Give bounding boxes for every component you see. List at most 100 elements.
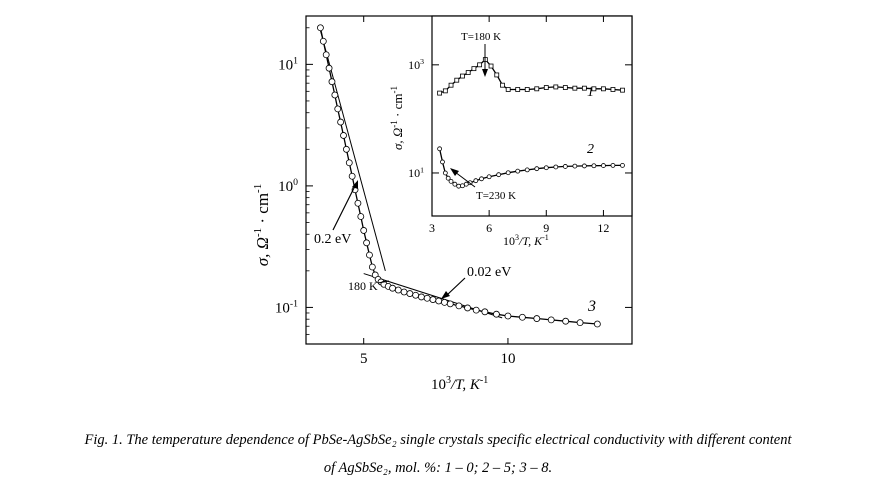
main-series-3-point	[400, 288, 408, 296]
inset-series-1-point	[460, 73, 465, 79]
inset-series-1-point	[524, 87, 530, 92]
inset-annotation-t230k-arrowhead	[450, 168, 459, 176]
annotation-180k-arrow-line	[377, 280, 390, 284]
annotation-0.2ev: 0.2 eV	[314, 232, 351, 247]
inset-series-1-point	[591, 86, 597, 92]
series-label-1: 1	[587, 85, 594, 100]
main-series-3-point	[423, 294, 431, 302]
inset-series-2-point	[456, 183, 462, 189]
main-series-3-point	[504, 312, 512, 320]
main-series-3-point	[429, 296, 437, 303]
inset-series-1-point	[448, 82, 454, 88]
figure-caption-line-2: of AgSbSe₂, mol. %: 1 – 0; 2 – 5; 3 – 8.	[323, 460, 553, 476]
inset-x-tick-label-2: 9	[543, 221, 549, 235]
annotation-0.02ev-arrow-line	[446, 277, 466, 296]
main-series-3-point	[319, 37, 327, 45]
main-series-3-point	[455, 302, 463, 310]
inset-series-2-point	[448, 178, 454, 184]
inset-annotation-t230k: T=230 K	[476, 190, 516, 202]
main-series-3-point	[389, 284, 396, 292]
main-series-3-point	[325, 64, 333, 72]
inset-series-2-point	[562, 164, 568, 169]
main-series-3-point	[417, 293, 425, 301]
inset-data-points	[437, 57, 625, 189]
inset-series-2-point	[473, 178, 479, 184]
main-x-tick-label-1: 10	[500, 351, 515, 367]
inset-series-2-point	[553, 164, 559, 170]
inset-plot-frame	[431, 15, 633, 217]
inset-series-1-point	[488, 63, 494, 69]
inset-series-1-point	[515, 87, 521, 92]
inset-series-2-point	[572, 163, 578, 169]
main-series-3-point	[533, 315, 541, 322]
main-series-3-point	[472, 306, 480, 314]
main-y-tick-label-2: 101	[278, 56, 298, 74]
figure-caption-line-1: Fig. 1. The temperature dependence of Pb…	[84, 432, 792, 448]
main-series-3-point	[547, 316, 555, 324]
inset-series-2-point	[524, 167, 530, 173]
inset-series-2-point	[442, 170, 448, 176]
series-label-2: 2	[587, 142, 594, 157]
main-y-axis-label: σ, Ω-1 · cm-1	[252, 184, 272, 266]
main-series-3-point	[348, 172, 356, 180]
inset-series-2-point	[610, 163, 616, 168]
main-y-tick-label-1: 100	[278, 177, 298, 195]
inset-series-2-point	[543, 165, 549, 171]
inset-series-1-point	[610, 87, 616, 92]
inset-series-1-point	[620, 87, 625, 93]
inset-series-1-point	[500, 82, 505, 88]
inset-series-2-point	[496, 172, 502, 178]
main-series-3-point	[493, 310, 500, 318]
inset-series-1-point	[534, 86, 540, 92]
main-x-axis-label: 103/T, K-1	[431, 375, 488, 393]
main-series-3-point	[328, 78, 336, 86]
main-series-3-point	[464, 304, 471, 312]
inset-x-tick-label-0: 3	[429, 221, 435, 235]
inset-series-1-point	[581, 85, 587, 91]
inset-series-2-point	[620, 163, 625, 168]
main-series-3-point	[334, 105, 342, 113]
inset-series-1-point	[562, 85, 568, 90]
inset-y-tick-label-1: 103	[408, 57, 424, 72]
inset-series-1-point	[553, 84, 559, 90]
inset-series-2-point	[486, 174, 492, 180]
main-series-3-point	[360, 227, 368, 234]
inset-series-2-point	[601, 163, 606, 168]
inset-series-1-point	[601, 86, 606, 92]
main-x-tick-label-0: 5	[360, 351, 368, 367]
main-series-3-point	[441, 298, 448, 306]
inset-series-1-point	[572, 85, 578, 91]
main-series-3-point	[394, 286, 402, 294]
inset-series-1-point	[494, 72, 500, 78]
main-data-points	[317, 24, 601, 328]
main-series-3-point	[342, 145, 350, 153]
main-series-3-point	[562, 317, 570, 325]
main-series-3-point	[481, 308, 489, 316]
main-series-3-point	[331, 91, 339, 99]
main-series-3-point	[593, 320, 601, 328]
main-y-tick-label-0: 10-1	[275, 299, 298, 317]
inset-y-axis-label: σ, Ω-1 · cm-1	[389, 86, 405, 150]
main-chart: 5 10 10-1 100 101 0.2 eV 0.02 eV 180 K 3 103…	[252, 15, 633, 393]
inset-series-2-point	[581, 163, 587, 169]
inset-y-tick-label-0: 101	[408, 165, 424, 180]
inset-series-2-point	[452, 181, 458, 187]
main-series-3-point	[317, 24, 324, 32]
annotation-0.02ev: 0.02 eV	[467, 265, 511, 280]
main-series-3-point	[435, 297, 443, 305]
main-series-3-point	[446, 300, 454, 308]
inset-x-tick-label-1: 6	[486, 221, 492, 235]
main-series-3-point	[412, 291, 420, 299]
inset-series-2-point	[515, 168, 521, 174]
inset-x-axis-label: 103/T, K-1	[503, 233, 549, 248]
fit-line-0.02ev	[363, 273, 503, 319]
inset-series-2-point	[460, 183, 465, 189]
main-series-3-point	[322, 51, 330, 59]
main-series-3-point	[363, 239, 370, 247]
main-series-3-point	[354, 199, 362, 207]
annotation-0.2ev-arrowhead	[352, 180, 358, 189]
inset-series-1-point	[454, 77, 460, 83]
inset-series-1-point	[471, 66, 477, 72]
